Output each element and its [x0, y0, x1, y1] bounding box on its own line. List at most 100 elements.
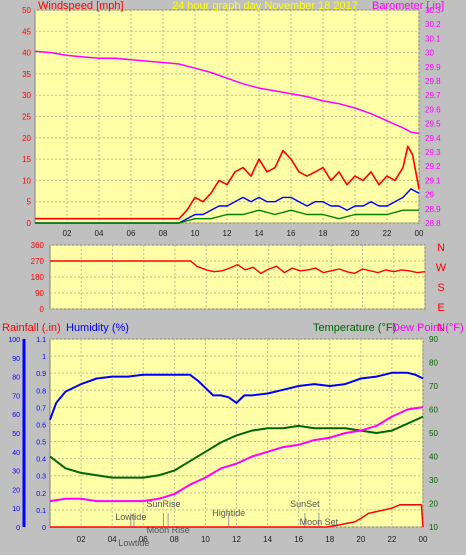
temperature-axis-label: Temperature (°F) [313, 322, 396, 334]
temperature-tick-label: 70 [429, 382, 438, 391]
rainfall-line [50, 504, 424, 528]
windspeed-tick-label: 40 [22, 49, 31, 58]
rainfall-tick-label: 0.2 [36, 491, 46, 498]
x-tick-label: 12 [223, 229, 232, 238]
rainfall-tick-label: 0.3 [36, 474, 46, 481]
temperature-tick-label: 60 [429, 406, 438, 415]
x-tick-label: 22 [383, 229, 392, 238]
x-tick-label: 20 [356, 535, 365, 544]
humidity-tick-label: 80 [12, 375, 20, 382]
compass-label: E [437, 302, 444, 314]
x-tick-label: 00 [419, 535, 428, 544]
x-tick-label: 12 [232, 535, 241, 544]
direction-tick-label: 180 [31, 273, 45, 282]
annotation-label: Lowtide [118, 538, 149, 548]
humidity-axis-label: Humidity (%) [66, 322, 129, 334]
barometer-tick-label: 30.1 [425, 34, 441, 43]
compass-label: S [437, 282, 444, 294]
humidity-tick-label: 40 [12, 450, 20, 457]
barometer-tick-label: 28.9 [425, 205, 441, 214]
x-tick-label: 00 [415, 229, 424, 238]
rainfall-tick-label: 0.8 [36, 388, 46, 395]
barometer-axis-label: Barometer [.in] [372, 0, 444, 12]
chart-title: 24 hour graph day November 18 2017 [172, 0, 358, 12]
temperature-tick-label: 80 [429, 359, 438, 368]
rainfall-tick-label: 0.4 [36, 457, 46, 464]
annotation-label: SunRise [146, 499, 180, 509]
rainfall-tick-label: 0.5 [36, 440, 46, 447]
barometer-tick-label: 29.1 [425, 176, 441, 185]
x-tick-label: 02 [77, 535, 86, 544]
x-tick-label: 06 [139, 535, 148, 544]
annotation-label: Moon Rise [147, 525, 190, 535]
barometer-tick-label: 29.8 [425, 77, 441, 86]
barometer-tick-label: 29.9 [425, 63, 441, 72]
windspeed-tick-label: 15 [22, 155, 31, 164]
direction-tick-label: 0 [40, 305, 45, 314]
barometer-line [34, 50, 420, 135]
temperature-tick-label: 40 [429, 453, 438, 462]
humidity-tick-label: 10 [12, 506, 20, 513]
temperature-tick-label: 50 [429, 429, 438, 438]
x-tick-label: 04 [95, 229, 104, 238]
windspeed-axis-label: Windspeed [mph] [38, 0, 124, 12]
rainfall-tick-label: 0.1 [36, 508, 46, 515]
x-tick-label: 02 [63, 229, 72, 238]
windspeed-tick-label: 10 [22, 176, 31, 185]
annotation-label: Moon Set [300, 517, 339, 527]
barometer-tick-label: 28.8 [425, 219, 441, 228]
x-tick-label: 20 [351, 229, 360, 238]
x-tick-label: 16 [294, 535, 303, 544]
direction-tick-label: 270 [31, 257, 45, 266]
humidity-tick-label: 60 [12, 412, 20, 419]
annotation-label: SunSet [290, 499, 320, 509]
humidity-line [49, 371, 424, 421]
x-tick-label: 10 [191, 229, 200, 238]
compass-label: N [437, 242, 445, 254]
windspeed-tick-label: 30 [22, 91, 31, 100]
wind-barometer-layer: 0 5 10 15 20 25 30 35 40 45 50 28.8 28.9 29 29.1 29.2 29… [22, 6, 441, 238]
barometer-tick-label: 30.2 [425, 20, 441, 29]
x-tick-label: 22 [387, 535, 396, 544]
x-tick-label: 06 [127, 229, 136, 238]
x-tick-label: 14 [263, 535, 272, 544]
x-tick-label: 16 [287, 229, 296, 238]
wind-direction-line [50, 260, 426, 275]
rainfall-tick-label: 1.1 [36, 337, 46, 344]
windspeed-tick-label: 35 [22, 70, 31, 79]
humidity-tick-label: 100 [8, 337, 20, 344]
dewpoint-axis-label: Dew Point (°F) [392, 322, 464, 334]
barometer-tick-label: 30.3 [425, 6, 441, 15]
annotation-label: Hightide [212, 508, 245, 518]
humidity-tick-label: 50 [12, 431, 20, 438]
x-tick-label: 08 [170, 535, 179, 544]
barometer-tick-label: 29.4 [425, 134, 441, 143]
annotation-label: Lowtide [115, 512, 146, 522]
wind-min-line [35, 209, 419, 224]
humidity-tick-label: 30 [12, 469, 20, 476]
temperature-tick-label: 20 [429, 500, 438, 509]
x-tick-label: 14 [255, 229, 264, 238]
temperature-tick-label: 10 [429, 523, 438, 532]
dewpoint-line [49, 406, 424, 503]
windspeed-tick-label: 20 [22, 134, 31, 143]
rainfall-tick-label: 0.7 [36, 405, 46, 412]
temperature-tick-label: 30 [429, 476, 438, 485]
humidity-tick-label: 70 [12, 393, 20, 400]
temp-humidity-layer: 010203040506070809010000.10.20.30.40.50.… [8, 335, 438, 548]
x-tick-label: 04 [108, 535, 117, 544]
barometer-tick-label: 29.3 [425, 148, 441, 157]
barometer-tick-label: 29.6 [425, 105, 441, 114]
windspeed-tick-label: 5 [27, 198, 32, 207]
barometer-tick-label: 29.5 [425, 120, 441, 129]
barometer-tick-label: 30 [425, 49, 434, 58]
direction-tick-label: 360 [31, 241, 45, 250]
wind-gust-line [35, 145, 420, 220]
windspeed-tick-label: 0 [27, 219, 32, 228]
barometer-tick-label: 29.7 [425, 91, 441, 100]
rainfall-tick-label: 1 [42, 354, 46, 361]
rainfall-axis-label: Rainfall (.in) [2, 322, 61, 334]
humidity-tick-label: 0 [16, 525, 20, 532]
